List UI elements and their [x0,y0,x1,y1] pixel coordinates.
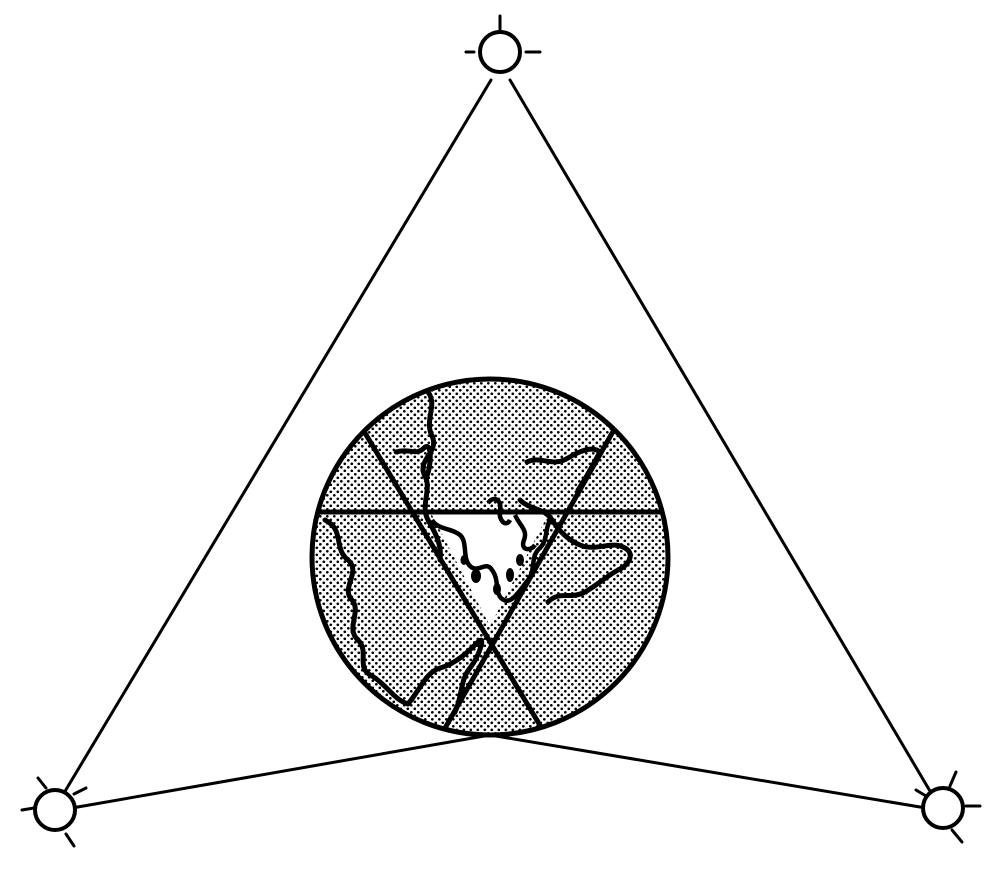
coverage-boundary-right [437,425,618,735]
satellite-icon [464,14,542,74]
coverage-boundary-left [359,425,550,735]
lake-dot [471,569,481,583]
satellite-icon [20,776,88,848]
satellite-icon [914,770,982,844]
link-top-to-right [508,78,942,810]
lake-dot [516,554,524,566]
link-left-to-earth [70,733,492,810]
coastline-asia [517,497,633,605]
lake-dot [493,583,501,595]
lake-dot [460,555,468,565]
coastline-north-africa [393,444,433,481]
earth-globe-icon [309,376,671,738]
coastline-americas [322,517,411,707]
link-top-to-left [53,78,493,810]
lake-dot [506,568,514,582]
link-earth-to-right [488,733,928,810]
gulf-outline [512,513,537,552]
coastline-south-america [405,637,485,715]
